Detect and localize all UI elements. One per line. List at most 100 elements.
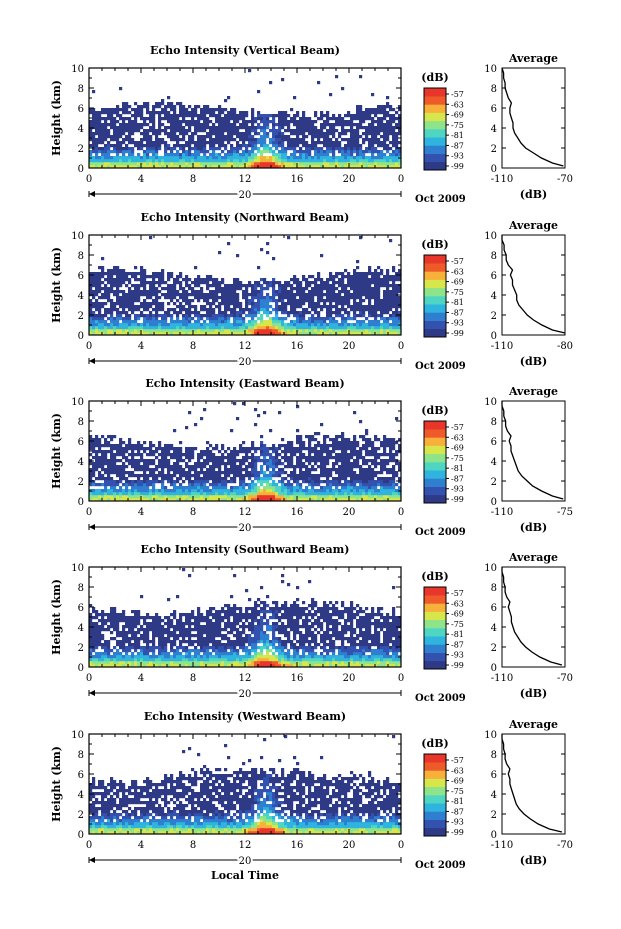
heatmap-cell [395, 144, 399, 148]
heatmap-cell [131, 126, 135, 130]
heatmap-cell [347, 305, 351, 309]
heatmap-cell [335, 308, 339, 312]
heatmap-cell [233, 498, 237, 502]
heatmap-cell [224, 492, 228, 496]
heatmap-cell [311, 489, 315, 493]
heatmap-cell [92, 90, 96, 94]
heatmap-cell [167, 126, 171, 130]
heatmap-cell [317, 150, 321, 154]
heatmap-cell [248, 129, 252, 133]
heatmap-cell [335, 272, 339, 276]
heatmap-cell [197, 495, 201, 499]
heatmap-cell [209, 296, 213, 300]
heatmap-cell [224, 308, 228, 312]
heatmap-cell [164, 489, 168, 493]
heatmap-cell [245, 290, 249, 294]
heatmap-cell [122, 153, 126, 157]
heatmap-cell [206, 284, 210, 288]
heatmap-cell [245, 329, 249, 333]
heatmap-cell [122, 111, 126, 115]
heatmap-cell [182, 474, 186, 478]
heatmap-cell [398, 123, 402, 127]
heatmap-cells [89, 69, 402, 169]
heatmap-cell [356, 323, 360, 327]
heatmap-cell [122, 332, 126, 336]
heatmap-cell [119, 492, 123, 496]
heatmap-cell [152, 483, 156, 487]
heatmap-cell [191, 293, 195, 297]
heatmap-cell [389, 296, 393, 300]
heatmap-cell [377, 266, 381, 270]
heatmap-cell [245, 465, 249, 469]
heatmap-cell [389, 239, 393, 243]
heatmap-cell [386, 102, 390, 106]
heatmap-cell [110, 165, 114, 169]
heatmap-cell [149, 302, 153, 306]
heatmap-cell [296, 332, 300, 336]
heatmap-cell [383, 147, 387, 151]
heatmap-cell [134, 474, 138, 478]
heatmap-cell [320, 132, 324, 136]
heatmap-cell [149, 150, 153, 154]
heatmap-cell [230, 132, 234, 136]
heatmap-cell [272, 117, 276, 121]
heatmap-cell [182, 495, 186, 499]
heatmap-cell [230, 144, 234, 148]
heatmap-cell [278, 132, 282, 136]
heatmap-cell [110, 302, 114, 306]
heatmap-cell [386, 162, 390, 166]
heatmap-cell [131, 162, 135, 166]
heatmap-cell [215, 465, 219, 469]
heatmap-cell [338, 141, 342, 145]
heatmap-cell [335, 281, 339, 285]
heatmap-cell [143, 138, 147, 142]
heatmap-cell [287, 141, 291, 145]
heatmap-cell [290, 159, 294, 163]
heatmap-cell [92, 138, 96, 142]
heatmap-cell [167, 465, 171, 469]
heatmap-cell [275, 305, 279, 309]
heatmap-cell [212, 320, 216, 324]
heatmap-cell [194, 150, 198, 154]
heatmap-cell [185, 495, 189, 499]
heatmap-cell [299, 317, 303, 321]
heatmap-cell [395, 323, 399, 327]
heatmap-cell [179, 138, 183, 142]
heatmap-cell [119, 489, 123, 493]
heatmap-cell [275, 156, 279, 160]
heatmap-cell [260, 329, 264, 333]
heatmap-cell [131, 272, 135, 276]
heatmap-cell [272, 135, 276, 139]
heatmap-cell [92, 438, 96, 442]
heatmap-cell [215, 296, 219, 300]
heatmap-cell [269, 489, 273, 493]
heatmap-cell [128, 287, 132, 291]
heatmap-cell [254, 141, 258, 145]
heatmap-cell [290, 284, 294, 288]
heatmap-cell [155, 323, 159, 327]
heatmap-cell [254, 326, 258, 330]
heatmap-cell [242, 144, 246, 148]
heatmap-cell [179, 471, 183, 475]
heatmap-cell [350, 308, 354, 312]
heatmap-cell [143, 498, 147, 502]
heatmap-cell [368, 281, 372, 285]
heatmap-cell [359, 159, 363, 163]
heatmap-cell [110, 498, 114, 502]
heatmap-cell [188, 278, 192, 282]
heatmap-cell [95, 114, 99, 118]
heatmap-cell [122, 108, 126, 112]
heatmap-cell [260, 290, 264, 294]
heatmap-cell [236, 156, 240, 160]
heatmap-cell [203, 299, 207, 303]
heatmap-cell [218, 287, 222, 291]
heatmap-cell [311, 296, 315, 300]
heatmap-cell [251, 326, 255, 330]
heatmap-cell [182, 480, 186, 484]
heatmap-cell [254, 486, 258, 490]
heatmap-cell [347, 314, 351, 318]
heatmap-cell [308, 480, 312, 484]
heatmap-cell [356, 123, 360, 127]
heatmap-cell [116, 498, 120, 502]
heatmap-cell [356, 272, 360, 276]
